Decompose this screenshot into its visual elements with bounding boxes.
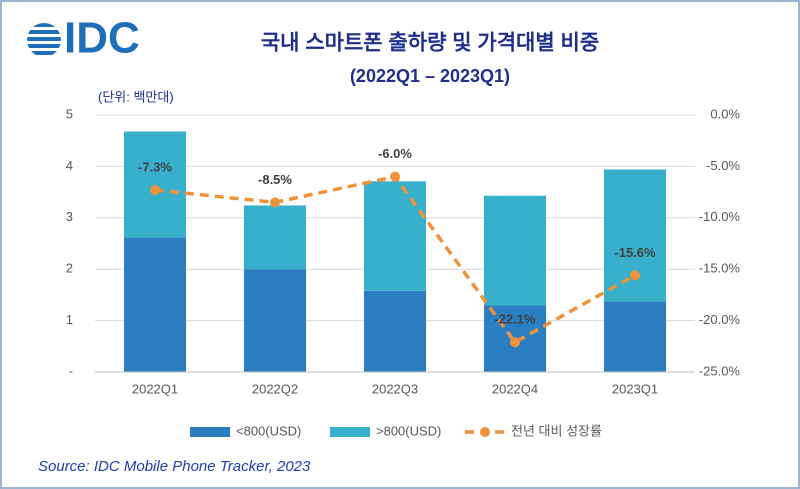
bar — [364, 290, 426, 372]
bar — [604, 169, 666, 302]
bar — [364, 181, 426, 291]
legend-label: <800(USD) — [236, 423, 301, 438]
line-point — [270, 197, 280, 208]
logo-text: IDC — [64, 14, 140, 63]
y2-tick-label: -20.0% — [699, 312, 741, 327]
y2-tick-label: -10.0% — [699, 209, 741, 224]
x-tick-label: 2022Q4 — [492, 381, 538, 396]
legend-label: >800(USD) — [376, 423, 441, 438]
y-tick-label: 2 — [66, 261, 73, 276]
data-label: -8.5% — [258, 172, 292, 187]
line-point — [390, 171, 400, 182]
y2-tick-label: -15.0% — [699, 261, 741, 276]
data-label: -6.0% — [378, 146, 412, 161]
data-label: -22.1% — [494, 312, 536, 327]
y-tick-label: 1 — [66, 312, 73, 327]
chart-title: 국내 스마트폰 출하량 및 가격대별 비중 — [261, 32, 599, 55]
y-tick-label: 3 — [66, 209, 73, 224]
x-tick-label: 2022Q3 — [372, 381, 418, 396]
line-point — [150, 185, 160, 196]
line-point — [510, 337, 520, 348]
y-tick-label: - — [69, 363, 73, 378]
x-tick-label: 2023Q1 — [612, 381, 658, 396]
x-tick-label: 2022Q1 — [132, 381, 178, 396]
y2-tick-label: 0.0% — [710, 106, 740, 121]
data-label: -15.6% — [614, 245, 656, 260]
y-tick-label: 5 — [66, 106, 73, 121]
unit-label: (단위: 백만대) — [98, 89, 174, 104]
legend-swatch — [330, 427, 370, 437]
bar — [124, 237, 186, 372]
bar — [484, 195, 546, 306]
chart-subtitle: (2022Q1 – 2023Q1) — [350, 66, 510, 86]
legend-label: 전년 대비 성장률 — [511, 423, 602, 438]
y2-tick-label: -5.0% — [706, 158, 740, 173]
x-tick-label: 2022Q2 — [252, 381, 298, 396]
bar — [244, 269, 306, 372]
y-tick-label: 4 — [66, 158, 73, 173]
logo-globe — [27, 23, 61, 55]
y2-tick-label: -25.0% — [699, 363, 741, 378]
bar — [244, 205, 306, 270]
source: Source: IDC Mobile Phone Tracker, 2023 — [38, 458, 311, 475]
data-label: -7.3% — [138, 159, 172, 174]
bar — [604, 301, 666, 372]
bar — [124, 131, 186, 238]
legend-swatch — [480, 427, 490, 437]
line-point — [630, 270, 640, 281]
legend-swatch — [190, 427, 230, 437]
